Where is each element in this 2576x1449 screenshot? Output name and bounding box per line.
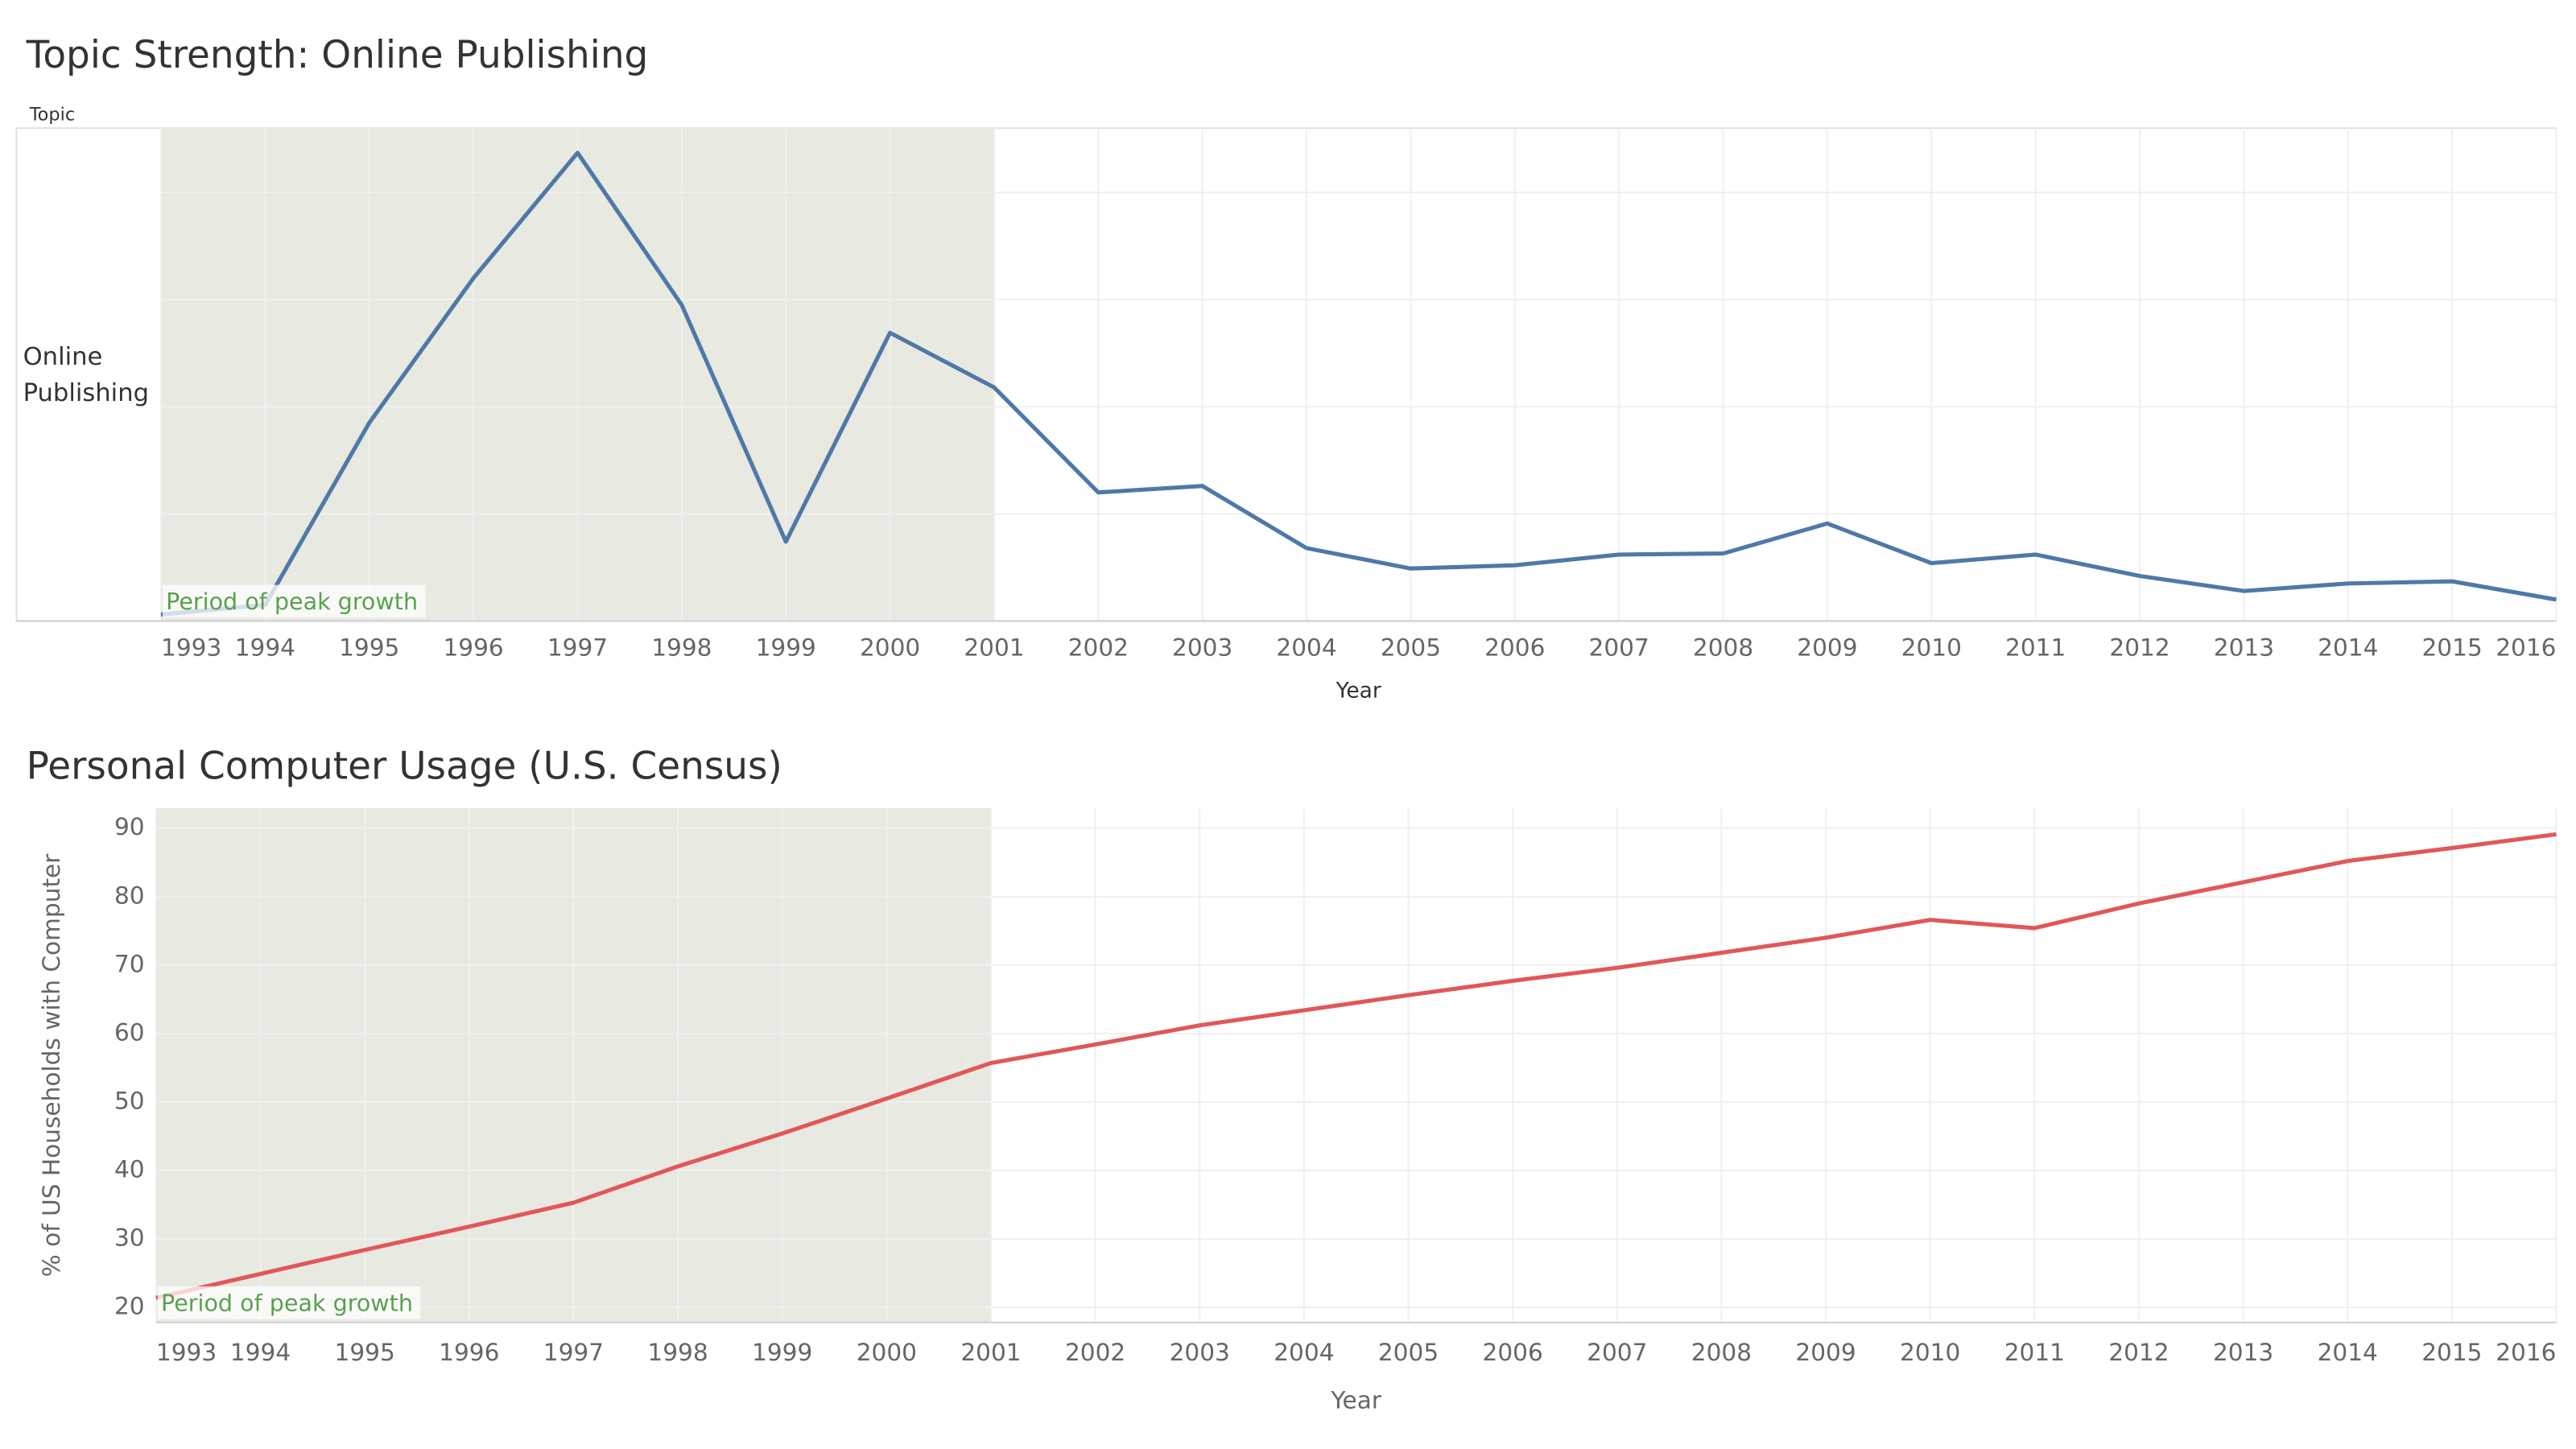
y-tick-label: 70 (114, 950, 145, 977)
data-line (160, 151, 2557, 617)
y-tick-label: 40 (114, 1156, 145, 1183)
x-tick-label: 2013 (2214, 634, 2274, 662)
x-tick-label: 1999 (756, 634, 816, 662)
x-tick-label: 2015 (2421, 634, 2482, 662)
highlight-note: Period of peak growth (161, 1289, 413, 1316)
highlight-note: Period of peak growth (166, 588, 418, 615)
row-label-box: Online Publishing (23, 341, 150, 408)
x-tick-label: 2007 (1587, 1339, 1647, 1366)
x-tick-label: 1998 (651, 634, 712, 662)
x-tick-label: 1998 (647, 1339, 708, 1366)
x-tick-label: 2006 (1484, 634, 1545, 662)
x-tick-label: 2011 (2005, 634, 2066, 662)
x-tick-label: 2005 (1381, 634, 1441, 662)
x-tick-label: 2006 (1483, 1339, 1543, 1366)
data-line (155, 832, 2557, 1300)
x-tick-label: 1997 (547, 634, 608, 662)
note-bg (157, 1286, 421, 1319)
x-tick-label: 2013 (2213, 1339, 2273, 1366)
x-tick-label: 1994 (235, 634, 295, 662)
x-tick-label: 2010 (1901, 634, 1962, 662)
row-label: Online Publishing (23, 341, 150, 408)
x-tick-label: 2003 (1170, 1339, 1230, 1366)
x-tick-label: 2014 (2318, 1339, 2378, 1366)
row-header: Topic (29, 104, 75, 125)
y-axis-title: % of US Households with Computer (38, 853, 65, 1278)
x-tick-label: 2008 (1691, 1339, 1752, 1366)
x-tick-label: 2003 (1172, 634, 1232, 662)
x-tick-label: 1997 (543, 1339, 604, 1366)
x-tick-label: 2000 (860, 634, 920, 662)
x-tick-label: 2004 (1276, 634, 1336, 662)
x-tick-label: 2011 (2004, 1339, 2065, 1366)
x-tick-label: 1996 (443, 634, 503, 662)
x-tick-label: 2000 (857, 1339, 917, 1366)
x-tick-label: 1994 (230, 1339, 291, 1366)
x-tick-label: 2001 (964, 634, 1024, 662)
x-tick-label: 2009 (1795, 1339, 1856, 1366)
x-tick-label: 2010 (1900, 1339, 1960, 1366)
x-axis-title: Year (1335, 679, 1381, 704)
note-bg (163, 584, 426, 618)
x-tick-label: 2002 (1068, 634, 1129, 662)
y-tick-label: 90 (114, 813, 145, 840)
x-tick-label: 2014 (2318, 634, 2378, 662)
x-axis-title: Year (1330, 1386, 1381, 1414)
chart-title: Topic Strength: Online Publishing (26, 33, 649, 77)
x-tick-label: 2002 (1065, 1339, 1125, 1366)
x-tick-label: 2005 (1378, 1339, 1439, 1366)
x-tick-label: 1995 (335, 1339, 395, 1366)
y-tick-label: 30 (114, 1224, 145, 1252)
x-tick-label: 1995 (339, 634, 399, 662)
y-tick-label: 20 (114, 1293, 145, 1320)
x-tick-label: 1993 (156, 1339, 217, 1366)
x-tick-label: 2015 (2421, 1339, 2482, 1366)
y-tick-label: 50 (114, 1087, 145, 1114)
x-tick-label: 2004 (1274, 1339, 1334, 1366)
x-tick-label: 2016 (2496, 634, 2556, 662)
x-tick-label: 2012 (2109, 634, 2169, 662)
x-tick-label: 2008 (1693, 634, 1753, 662)
x-tick-label: 1996 (439, 1339, 499, 1366)
x-tick-label: 2012 (2108, 1339, 2169, 1366)
x-tick-label: 1993 (161, 634, 221, 662)
x-tick-label: 2001 (960, 1339, 1021, 1366)
x-tick-label: 2007 (1589, 634, 1649, 662)
x-tick-label: 2016 (2496, 1339, 2556, 1366)
y-tick-label: 60 (114, 1018, 145, 1046)
x-tick-label: 2009 (1797, 634, 1857, 662)
chart-title: Personal Computer Usage (U.S. Census) (27, 745, 782, 789)
x-tick-label: 1999 (752, 1339, 812, 1366)
y-tick-label: 80 (114, 881, 145, 909)
